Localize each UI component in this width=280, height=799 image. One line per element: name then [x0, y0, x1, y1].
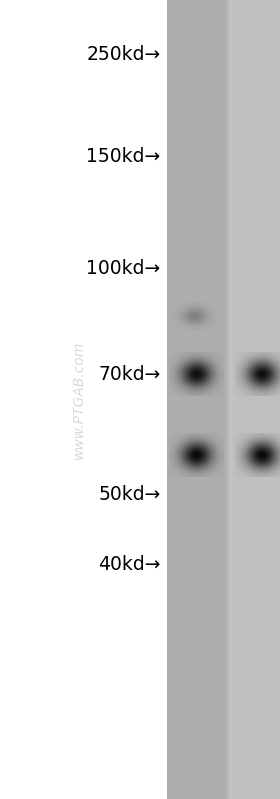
Text: 70kd→: 70kd→	[98, 364, 161, 384]
Bar	[229, 0, 280, 799]
Text: 40kd→: 40kd→	[98, 555, 161, 574]
Text: www.PTGAB.com: www.PTGAB.com	[71, 340, 85, 459]
Bar	[226, 0, 232, 799]
Text: 50kd→: 50kd→	[98, 486, 161, 504]
Text: 150kd→: 150kd→	[86, 146, 161, 165]
Text: 250kd→: 250kd→	[86, 45, 161, 63]
Bar	[167, 0, 280, 799]
Text: 100kd→: 100kd→	[86, 259, 161, 277]
